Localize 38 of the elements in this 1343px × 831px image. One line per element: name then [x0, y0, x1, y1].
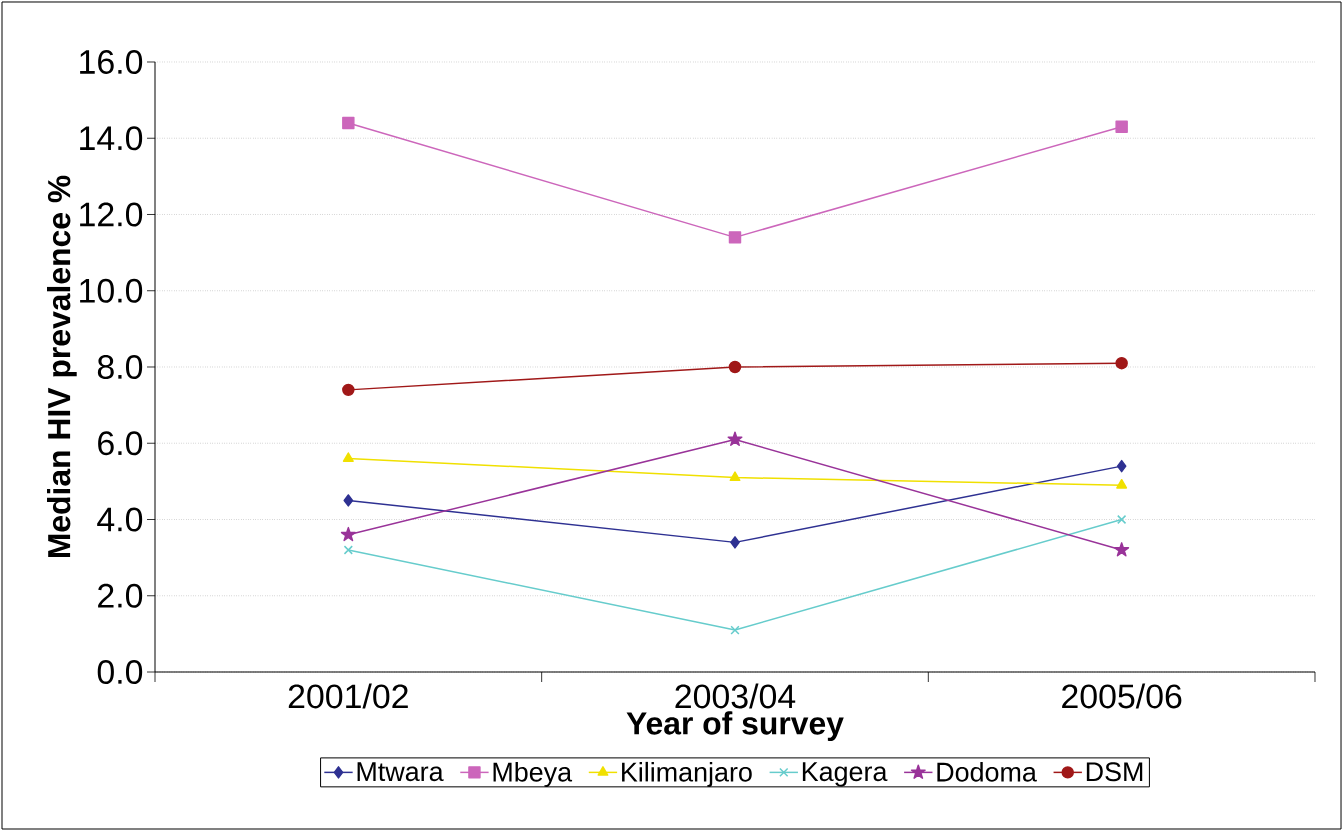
point — [343, 545, 353, 555]
point — [730, 625, 740, 635]
legend-label: Mbeya — [493, 761, 573, 787]
legend-label: Kilimanjaro — [622, 761, 752, 787]
y-tick-label: 4.0 — [97, 507, 143, 532]
point — [343, 494, 354, 507]
point — [1114, 542, 1130, 557]
point — [729, 471, 741, 482]
point — [342, 383, 355, 397]
y-tick-label: 16.0 — [80, 50, 143, 74]
point — [342, 116, 355, 130]
legend-label: Mtwara — [357, 762, 444, 782]
point — [727, 431, 743, 446]
legend-label: Kagera — [802, 762, 888, 787]
y-tick-label: 2.0 — [98, 583, 143, 608]
point — [728, 231, 742, 244]
point — [1116, 478, 1128, 489]
y-tick-label: 8.0 — [97, 355, 143, 379]
point — [728, 360, 742, 374]
x-axis-title: Year of survey — [626, 711, 844, 741]
y-tick-label: 14.0 — [80, 126, 143, 151]
point — [340, 526, 356, 542]
y-tick-label: 12.0 — [80, 202, 143, 227]
y-tick-label: 6.0 — [98, 431, 143, 456]
legend-label: DSM — [1086, 762, 1143, 782]
x-tick-label: 2003/04 — [675, 683, 796, 709]
x-tick-label: 2005/06 — [1062, 683, 1182, 709]
point — [730, 536, 740, 549]
point — [1117, 514, 1127, 525]
y-axis-title: Median HIV prevalence % — [47, 175, 77, 558]
point — [1116, 459, 1127, 473]
point — [342, 452, 354, 462]
point — [1115, 356, 1128, 370]
point — [1115, 120, 1128, 134]
x-tick-label: 2001/02 — [288, 683, 408, 709]
legend-label: Dodoma — [937, 761, 1037, 782]
y-tick-label: 10.0 — [80, 278, 143, 303]
y-tick-label: 0.0 — [97, 660, 143, 684]
